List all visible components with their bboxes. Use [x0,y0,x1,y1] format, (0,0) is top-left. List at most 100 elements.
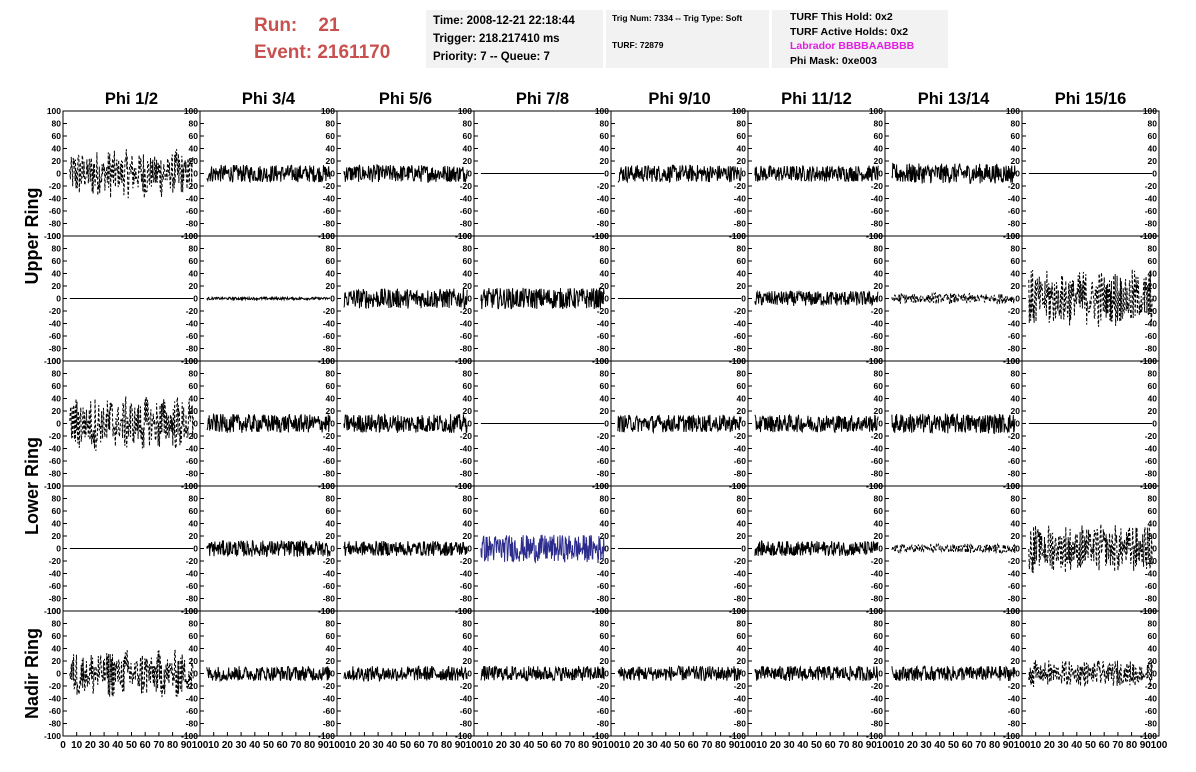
x-tick-label: 30 [236,740,248,751]
y-tick-label: -80 [49,219,62,229]
y-tick-label: 0 [467,669,472,679]
y-tick-label: -60 [1008,206,1021,216]
y-tick-label: -100 [181,231,198,241]
x-tick-label: 50 [126,740,138,751]
y-tick-label: 0 [330,419,335,429]
y-tick-label: -80 [49,594,62,604]
y-tick-label: 80 [189,369,199,379]
y-tick-label: 20 [1148,531,1158,541]
y-tick-label: -80 [460,469,473,479]
y-tick-label: 40 [52,644,62,654]
y-tick-label: 40 [874,644,884,654]
x-tick-label: 40 [249,740,261,751]
x-tick-label: 50 [537,740,549,751]
y-tick-label: 20 [52,531,62,541]
y-tick-label: 60 [1011,631,1021,641]
y-tick-label: -40 [597,194,610,204]
x-tick-label: 70 [1112,740,1124,751]
column-title: Phi 11/12 [781,90,852,108]
y-tick-label: -20 [871,681,884,691]
x-tick-label: 40 [660,740,672,751]
y-tick-label: 40 [1011,519,1021,529]
y-tick-label: -80 [186,219,199,229]
y-tick-label: 0 [467,419,472,429]
y-tick-label: 100 [595,231,609,241]
y-tick-label: -60 [871,706,884,716]
y-tick-label: 80 [189,619,199,629]
run-value: 21 [318,15,340,36]
y-tick-label: -60 [1145,331,1158,341]
waveform-trace [754,289,879,307]
y-tick-label: -40 [323,194,336,204]
y-tick-label: -80 [871,219,884,229]
x-tick-label: 60 [551,740,563,751]
y-tick-label: 80 [1011,119,1021,129]
waveform-trace [343,163,468,183]
y-tick-label: -80 [734,219,747,229]
waveform-trace [754,665,879,682]
y-tick-label: 0 [56,294,61,304]
y-tick-label: -40 [49,694,62,704]
y-tick-label: 40 [737,269,747,279]
y-tick-label: 40 [326,144,336,154]
y-tick-label: 100 [1143,231,1157,241]
y-tick-label: 100 [184,606,198,616]
y-tick-label: -100 [866,731,883,741]
y-tick-label: -20 [734,556,747,566]
y-tick-label: 100 [47,231,61,241]
y-tick-label: 0 [1015,544,1020,554]
y-tick-label: -60 [49,581,62,591]
y-tick-label: -60 [1008,331,1021,341]
y-tick-label: -20 [323,306,336,316]
y-tick-label: 60 [600,381,610,391]
y-tick-label: -20 [186,681,199,691]
y-tick-label: -40 [1008,194,1021,204]
y-tick-label: 0 [467,169,472,179]
y-tick-label: 20 [52,156,62,166]
y-tick-label: -20 [49,431,62,441]
y-tick-label: 40 [189,394,199,404]
phi-mask-text: Phi Mask: 0xe003 [790,54,877,67]
x-tick-label: 40 [797,740,809,751]
y-tick-label: 40 [326,269,336,279]
x-tick-label: 10 [208,740,220,751]
y-tick-label: 80 [600,369,610,379]
y-tick-label: -60 [49,706,62,716]
y-tick-label: 80 [600,119,610,129]
waveform-trace [206,412,331,433]
y-tick-label: 80 [1148,619,1158,629]
y-tick-label: 60 [463,256,473,266]
y-tick-label: -100 [181,481,198,491]
y-tick-label: -60 [186,456,199,466]
waveform-trace [617,414,742,435]
x-tick-label: 10 [1030,740,1042,751]
waveform-trace [206,539,331,558]
y-tick-label: 20 [52,406,62,416]
y-tick-label: 0 [1152,544,1157,554]
y-tick-label: 0 [878,169,883,179]
x-tick-label: 20 [222,740,234,751]
y-tick-label: -60 [323,456,336,466]
y-tick-label: -100 [455,231,472,241]
y-tick-label: 0 [467,294,472,304]
y-tick-label: 20 [463,156,473,166]
y-tick-label: 60 [874,131,884,141]
y-tick-label: 60 [737,256,747,266]
y-tick-label: 80 [463,619,473,629]
y-tick-label: -40 [49,569,62,579]
y-tick-label: -60 [460,331,473,341]
y-tick-label: -40 [871,319,884,329]
y-tick-label: -60 [597,331,610,341]
x-tick-label: 10 [756,740,768,751]
y-tick-label: -40 [1008,694,1021,704]
y-tick-label: -20 [871,181,884,191]
turf-text: TURF: 72879 [612,40,664,50]
waveform-trace [206,164,331,184]
y-tick-label: 80 [52,244,62,254]
y-tick-label: -40 [597,444,610,454]
y-tick-label: 80 [326,119,336,129]
waveform-trace [480,534,605,564]
y-tick-label: -40 [460,444,473,454]
y-tick-label: -40 [323,444,336,454]
y-tick-label: -20 [460,681,473,691]
